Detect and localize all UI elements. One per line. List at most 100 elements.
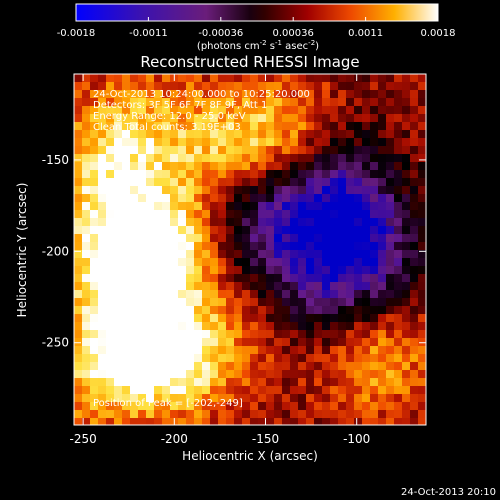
heatmap-cell — [234, 122, 242, 130]
heatmap-cell — [162, 138, 170, 146]
heatmap-cell — [378, 234, 386, 242]
heatmap-cell — [378, 82, 386, 90]
heatmap-cell — [346, 354, 354, 362]
heatmap-cell — [170, 314, 178, 322]
heatmap-cell — [330, 82, 338, 90]
heatmap-cell — [298, 170, 306, 178]
heatmap-cell — [202, 90, 210, 98]
heatmap-cell — [234, 74, 242, 82]
heatmap-cell — [186, 314, 194, 322]
y-axis-label: Heliocentric Y (arcsec) — [15, 183, 29, 318]
heatmap-cell — [242, 378, 250, 386]
heatmap-cell — [106, 226, 114, 234]
heatmap-cell — [210, 106, 218, 114]
heatmap-cell — [418, 130, 426, 138]
heatmap-cell — [410, 290, 418, 298]
heatmap-cell — [170, 130, 178, 138]
heatmap-cell — [138, 322, 146, 330]
heatmap-cell — [290, 362, 298, 370]
heatmap-cell — [154, 290, 162, 298]
heatmap-cell — [330, 218, 338, 226]
heatmap-cell — [114, 354, 122, 362]
heatmap-cell — [122, 242, 130, 250]
heatmap-cell — [330, 74, 338, 82]
heatmap-cell — [242, 386, 250, 394]
heatmap-cell — [298, 386, 306, 394]
heatmap-cell — [146, 90, 154, 98]
heatmap-cell — [242, 162, 250, 170]
heatmap-cell — [378, 178, 386, 186]
heatmap-cell — [330, 402, 338, 410]
heatmap-cell — [138, 402, 146, 410]
heatmap-cell — [122, 346, 130, 354]
heatmap-cell — [386, 162, 394, 170]
info-clean-counts: Clean Total counts: 3.19E+03 — [93, 122, 241, 133]
heatmap-cell — [402, 122, 410, 130]
heatmap-cell — [354, 330, 362, 338]
heatmap-cell — [322, 362, 330, 370]
heatmap-cell — [250, 314, 258, 322]
heatmap-cell — [114, 322, 122, 330]
heatmap-cell — [114, 290, 122, 298]
heatmap-cell — [194, 138, 202, 146]
heatmap-cell — [74, 298, 82, 306]
heatmap-cell — [194, 90, 202, 98]
heatmap-cell — [386, 282, 394, 290]
heatmap-cell — [226, 210, 234, 218]
heatmap-cell — [242, 362, 250, 370]
heatmap-cell — [298, 410, 306, 418]
heatmap-cell — [418, 138, 426, 146]
heatmap-cell — [122, 218, 130, 226]
heatmap-cell — [346, 378, 354, 386]
heatmap-cell — [162, 290, 170, 298]
heatmap-cell — [202, 194, 210, 202]
heatmap-cell — [330, 170, 338, 178]
heatmap-cell — [266, 290, 274, 298]
heatmap-cell — [386, 74, 394, 82]
colorbar-frame — [75, 3, 439, 22]
heatmap-cell — [234, 370, 242, 378]
heatmap-cell — [162, 154, 170, 162]
heatmap-cell — [330, 178, 338, 186]
heatmap-cell — [242, 82, 250, 90]
heatmap-cell — [314, 186, 322, 194]
heatmap-cell — [338, 170, 346, 178]
heatmap-cell — [186, 418, 194, 425]
heatmap-cell — [290, 370, 298, 378]
heatmap-cell — [354, 258, 362, 266]
heatmap-cell — [346, 402, 354, 410]
heatmap-cell — [82, 370, 90, 378]
heatmap-cell — [322, 386, 330, 394]
heatmap-cell — [250, 274, 258, 282]
heatmap-cell — [234, 314, 242, 322]
heatmap-cell — [90, 146, 98, 154]
heatmap-cell — [210, 274, 218, 282]
heatmap-cell — [394, 410, 402, 418]
heatmap-cell — [242, 74, 250, 82]
heatmap-cell — [122, 146, 130, 154]
heatmap-cell — [338, 410, 346, 418]
heatmap-cell — [90, 170, 98, 178]
heatmap-cell — [130, 346, 138, 354]
heatmap-cell — [98, 314, 106, 322]
heatmap-cell — [378, 290, 386, 298]
heatmap-cell — [186, 106, 194, 114]
heatmap-cell — [354, 338, 362, 346]
heatmap-cell — [218, 282, 226, 290]
heatmap-cell — [394, 90, 402, 98]
heatmap-cell — [418, 298, 426, 306]
heatmap-cell — [258, 130, 266, 138]
heatmap-cell — [306, 146, 314, 154]
heatmap-cell — [178, 234, 186, 242]
heatmap-cell — [82, 98, 90, 106]
heatmap-cell — [362, 274, 370, 282]
heatmap-cell — [354, 346, 362, 354]
heatmap-cell — [386, 354, 394, 362]
heatmap-cell — [410, 314, 418, 322]
heatmap-cell — [82, 338, 90, 346]
heatmap-cell — [418, 194, 426, 202]
heatmap-cell — [306, 114, 314, 122]
heatmap-cell — [162, 170, 170, 178]
heatmap-cell — [330, 250, 338, 258]
heatmap-cell — [298, 90, 306, 98]
